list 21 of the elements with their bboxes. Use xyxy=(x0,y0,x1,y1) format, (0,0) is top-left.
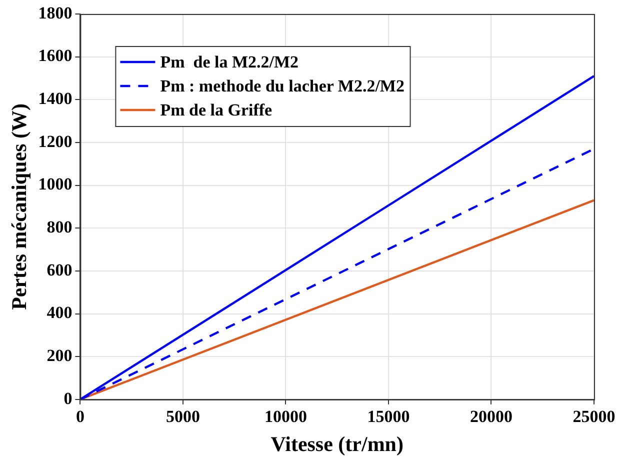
y-tick-label: 200 xyxy=(46,346,72,365)
legend-label: Pm de la Griffe xyxy=(160,100,273,120)
x-tick-label: 10000 xyxy=(264,406,307,426)
x-tick-label: 0 xyxy=(76,406,84,426)
y-tick-label: 600 xyxy=(46,260,72,280)
x-tick-label: 25000 xyxy=(572,406,616,426)
y-tick-label: 400 xyxy=(46,303,72,322)
y-tick-label: 1400 xyxy=(38,89,72,108)
y-tick-label: 800 xyxy=(46,218,72,236)
legend-label: Pm : methode du lacher M2.2/M2 xyxy=(160,76,404,96)
x-tick-label: 15000 xyxy=(367,406,410,426)
y-tick-label: 0 xyxy=(64,388,72,408)
x-tick-label: 20000 xyxy=(470,406,512,426)
y-tick-label: 1000 xyxy=(38,174,72,194)
y-tick-label: 1200 xyxy=(38,132,72,151)
legend-label: Pm de la M2.2/M2 xyxy=(160,52,299,72)
y-tick-label: 1800 xyxy=(38,3,72,22)
x-tick-label: 5000 xyxy=(166,406,200,426)
x-axis-title: Vitesse (tr/mn) xyxy=(270,432,404,456)
y-tick-label: 1600 xyxy=(38,46,72,66)
y-axis-title: Pertes mécaniques (W) xyxy=(7,103,32,310)
